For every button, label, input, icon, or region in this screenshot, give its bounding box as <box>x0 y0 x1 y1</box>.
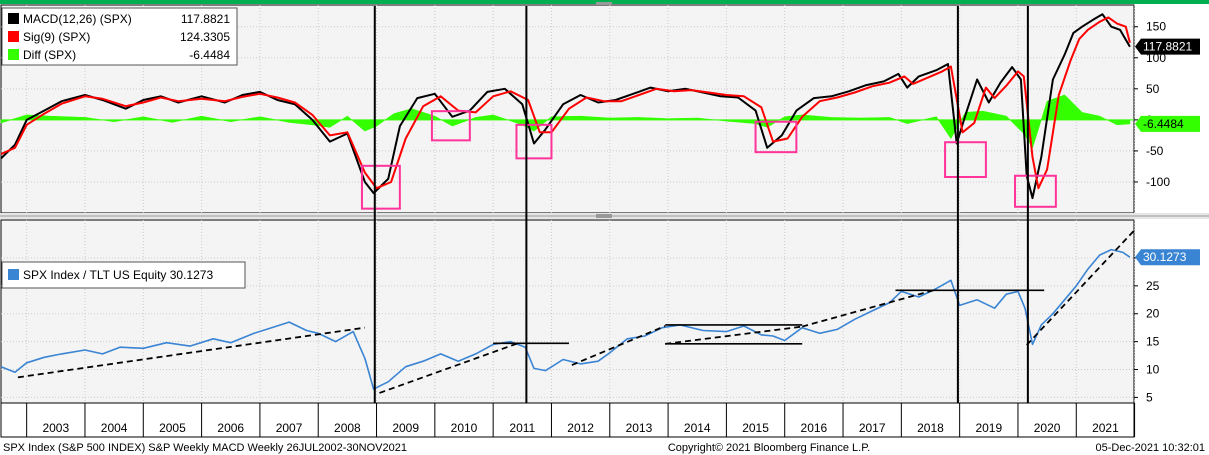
ratio-tick-label: 15 <box>1146 335 1160 349</box>
x-tick-label: 2004 <box>101 421 128 435</box>
highlight-box <box>1014 174 1057 208</box>
legend-value-diff: -6.4484 <box>189 48 230 62</box>
x-tick-label: 2008 <box>334 421 361 435</box>
dashed-trendline <box>17 326 365 379</box>
legend-label-macd: MACD(12,26) (SPX) <box>23 12 132 26</box>
dashed-trendline <box>571 325 666 366</box>
x-tick-label: 2010 <box>451 421 478 435</box>
x-tick-label: 2005 <box>159 421 186 435</box>
macd-tick-label: 150 <box>1146 20 1166 34</box>
y-axes: 150100500-50-100117.8821-6.4484302520151… <box>1134 20 1200 404</box>
ratio-series-line <box>0 248 1131 390</box>
highlight-box <box>515 123 553 160</box>
ratio-last-value-tag: 30.1273 <box>1135 249 1200 266</box>
ratio-tick-label: 25 <box>1146 279 1160 293</box>
vertical-markers <box>373 6 1029 403</box>
legend-swatch-signal <box>8 31 19 42</box>
x-tick-label: 2009 <box>392 421 419 435</box>
legend-swatch-diff <box>8 49 19 60</box>
series-lines <box>0 13 1131 390</box>
x-tick-label: 2007 <box>276 421 303 435</box>
x-tick-label: 2006 <box>217 421 244 435</box>
dashed-trendline <box>665 325 803 345</box>
highlight-box <box>430 110 471 142</box>
dashed-trendline <box>1026 229 1136 346</box>
x-tick-label: 2012 <box>567 421 594 435</box>
legend-label-signal: Sig(9) (SPX) <box>23 30 90 44</box>
splitter-handle[interactable] <box>596 214 612 218</box>
macd-legend[interactable]: MACD(12,26) (SPX) 117.8821 Sig(9) (SPX) … <box>1 7 238 66</box>
scroll-handle[interactable] <box>596 2 612 5</box>
x-tick-label: 2014 <box>684 421 711 435</box>
trendline-annotations <box>17 229 1136 394</box>
highlight-boxes <box>360 110 1057 210</box>
macd-tick-label: 50 <box>1146 82 1160 96</box>
x-axis-strip <box>0 402 1135 438</box>
highlight-box <box>944 141 987 178</box>
footer-timestamp: 05-Dec-2021 10:32:01 <box>1096 442 1205 454</box>
ratio-tick-label: 10 <box>1146 363 1160 377</box>
x-tick-label: 2016 <box>801 421 828 435</box>
dashed-trendline <box>801 289 934 328</box>
macd-last-value-tag: -6.4484 <box>1135 115 1200 132</box>
x-tick-label: 2021 <box>1092 421 1119 435</box>
legend-swatch-macd <box>8 13 19 24</box>
ratio-legend[interactable]: SPX Index / TLT US Equity 30.1273 <box>1 261 246 289</box>
x-tick-label: 2018 <box>917 421 944 435</box>
ratio-tick-label: 20 <box>1146 307 1160 321</box>
x-tick-label: 2011 <box>509 421 535 435</box>
footer-copyright: Copyright© 2021 Bloomberg Finance L.P. <box>668 442 870 454</box>
x-tick-label: 2013 <box>626 421 653 435</box>
x-tick-label: 2015 <box>742 421 769 435</box>
svg-text:-6.4484: -6.4484 <box>1143 117 1184 131</box>
ratio-panel <box>0 219 1135 404</box>
highlight-box <box>360 164 401 210</box>
x-tick-label: 2019 <box>975 421 1002 435</box>
legend-value-macd: 117.8821 <box>181 12 230 26</box>
macd-tick-label: -50 <box>1146 144 1164 158</box>
footer-source: SPX Index (S&P 500 INDEX) S&P Weekly MAC… <box>3 442 407 454</box>
svg-text:30.1273: 30.1273 <box>1143 250 1187 264</box>
dashed-trendline <box>379 341 520 394</box>
x-tick-label: 2003 <box>42 421 69 435</box>
legend-label-diff: Diff (SPX) <box>23 48 76 62</box>
legend-swatch-ratio <box>8 269 19 280</box>
x-tick-label: 2017 <box>859 421 886 435</box>
x-tick-label: 2020 <box>1034 421 1061 435</box>
signal-series-line <box>0 16 1131 190</box>
macd-tick-label: -100 <box>1146 175 1170 189</box>
ratio-tick-label: 5 <box>1146 390 1153 404</box>
highlight-box <box>754 120 798 154</box>
legend-value-signal: 124.3305 <box>180 30 230 44</box>
svg-text:117.8821: 117.8821 <box>1143 40 1192 54</box>
legend-label-ratio: SPX Index / TLT US Equity 30.1273 <box>23 268 213 282</box>
macd-last-value-tag: 117.8821 <box>1135 38 1200 55</box>
x-axis: 2003 2004 2005 2006 2007 2008 2009 2010 2011 2012… <box>26 403 1136 437</box>
